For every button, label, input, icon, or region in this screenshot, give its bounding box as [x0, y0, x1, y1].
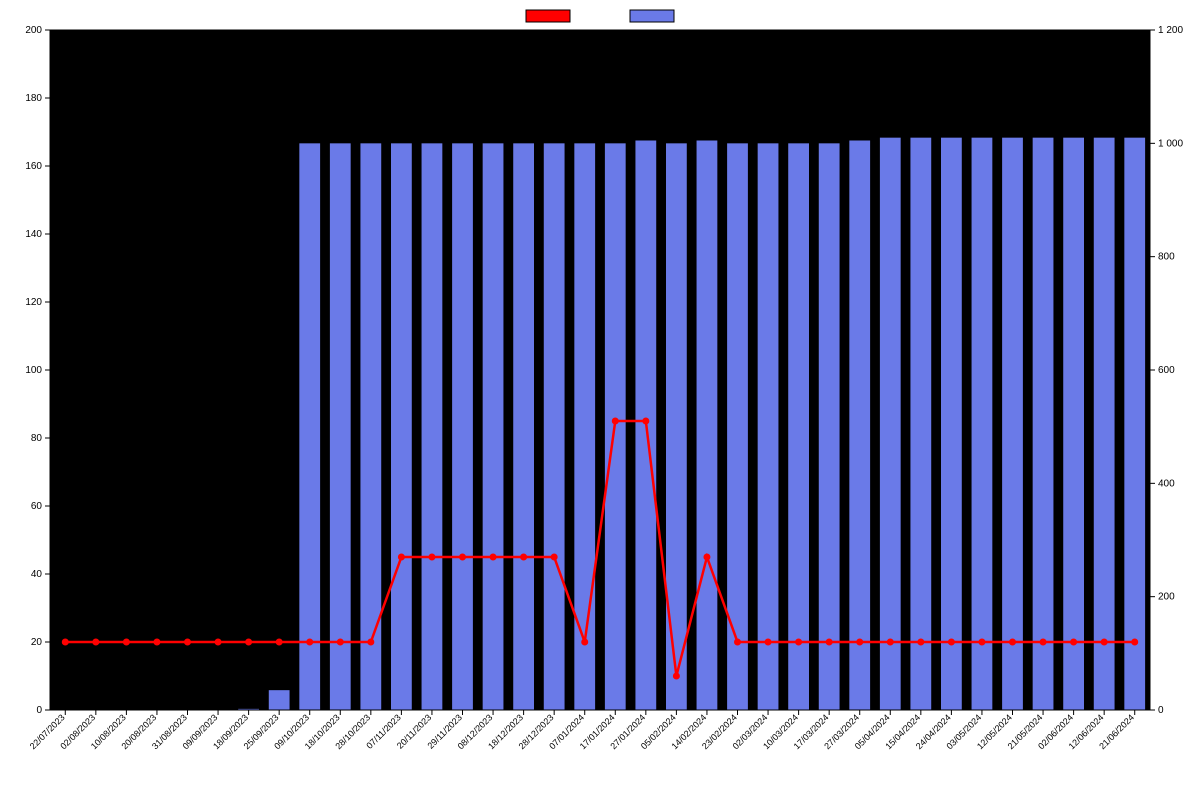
line-marker: [368, 639, 374, 645]
bar: [391, 143, 412, 710]
line-marker: [1101, 639, 1107, 645]
ytick-right-label: 600: [1158, 365, 1175, 376]
bar: [513, 143, 534, 710]
bar: [758, 143, 779, 710]
line-marker: [123, 639, 129, 645]
bar: [849, 141, 870, 711]
ytick-right-label: 0: [1158, 705, 1164, 716]
bar: [544, 143, 565, 710]
bar: [941, 138, 962, 710]
ytick-left-label: 140: [25, 229, 42, 240]
bar: [1094, 138, 1115, 710]
line-marker: [1010, 639, 1016, 645]
bar: [1124, 138, 1145, 710]
line-marker: [1040, 639, 1046, 645]
line-marker: [612, 418, 618, 424]
line-marker: [857, 639, 863, 645]
bar: [1033, 138, 1054, 710]
line-marker: [979, 639, 985, 645]
bar: [788, 143, 809, 710]
ytick-left-label: 120: [25, 297, 42, 308]
line-marker: [826, 639, 832, 645]
ytick-right-label: 200: [1158, 592, 1175, 603]
line-marker: [429, 554, 435, 560]
line-marker: [796, 639, 802, 645]
line-marker: [948, 639, 954, 645]
bar: [299, 143, 320, 710]
ytick-left-label: 40: [31, 569, 43, 580]
line-marker: [887, 639, 893, 645]
line-marker: [246, 639, 252, 645]
line-marker: [307, 639, 313, 645]
ytick-left-label: 0: [36, 705, 42, 716]
line-marker: [918, 639, 924, 645]
line-marker: [704, 554, 710, 560]
line-marker: [582, 639, 588, 645]
line-marker: [673, 673, 679, 679]
bar: [1063, 138, 1084, 710]
line-marker: [398, 554, 404, 560]
bar: [422, 143, 443, 710]
bar: [483, 143, 504, 710]
ytick-right-label: 1 000: [1158, 138, 1183, 149]
bar: [452, 143, 473, 710]
line-marker: [1132, 639, 1138, 645]
ytick-left-label: 20: [31, 637, 43, 648]
line-marker: [765, 639, 771, 645]
line-marker: [490, 554, 496, 560]
ytick-right-label: 400: [1158, 478, 1175, 489]
bar: [880, 138, 901, 710]
line-marker: [276, 639, 282, 645]
line-marker: [337, 639, 343, 645]
ytick-right-label: 800: [1158, 252, 1175, 263]
bar: [330, 143, 351, 710]
ytick-left-label: 200: [25, 25, 42, 36]
ytick-left-label: 80: [31, 433, 43, 444]
ytick-left-label: 60: [31, 501, 43, 512]
line-marker: [62, 639, 68, 645]
line-marker: [185, 639, 191, 645]
line-marker: [521, 554, 527, 560]
line-marker: [1071, 639, 1077, 645]
ytick-left-label: 100: [25, 365, 42, 376]
chart-container: 0 20 40 60 80 100 120 140 160 180 200 0 200 400 600 800…: [0, 0, 1200, 800]
line-marker: [154, 639, 160, 645]
legend-swatch-series-red: [526, 10, 570, 22]
bar: [910, 138, 931, 710]
legend-swatch-series-blue: [630, 10, 674, 22]
ytick-left-label: 180: [25, 93, 42, 104]
line-marker: [215, 639, 221, 645]
ytick-right-label: 1 200: [1158, 25, 1183, 36]
chart-svg: 0 20 40 60 80 100 120 140 160 180 200 0 200 400 600 800…: [0, 0, 1200, 800]
line-marker: [735, 639, 741, 645]
bar: [1002, 138, 1023, 710]
bar: [697, 141, 718, 711]
ytick-left-label: 160: [25, 161, 42, 172]
line-marker: [643, 418, 649, 424]
line-marker: [460, 554, 466, 560]
bar: [819, 143, 840, 710]
bar: [972, 138, 993, 710]
line-marker: [93, 639, 99, 645]
line-marker: [551, 554, 557, 560]
bar: [269, 690, 290, 710]
